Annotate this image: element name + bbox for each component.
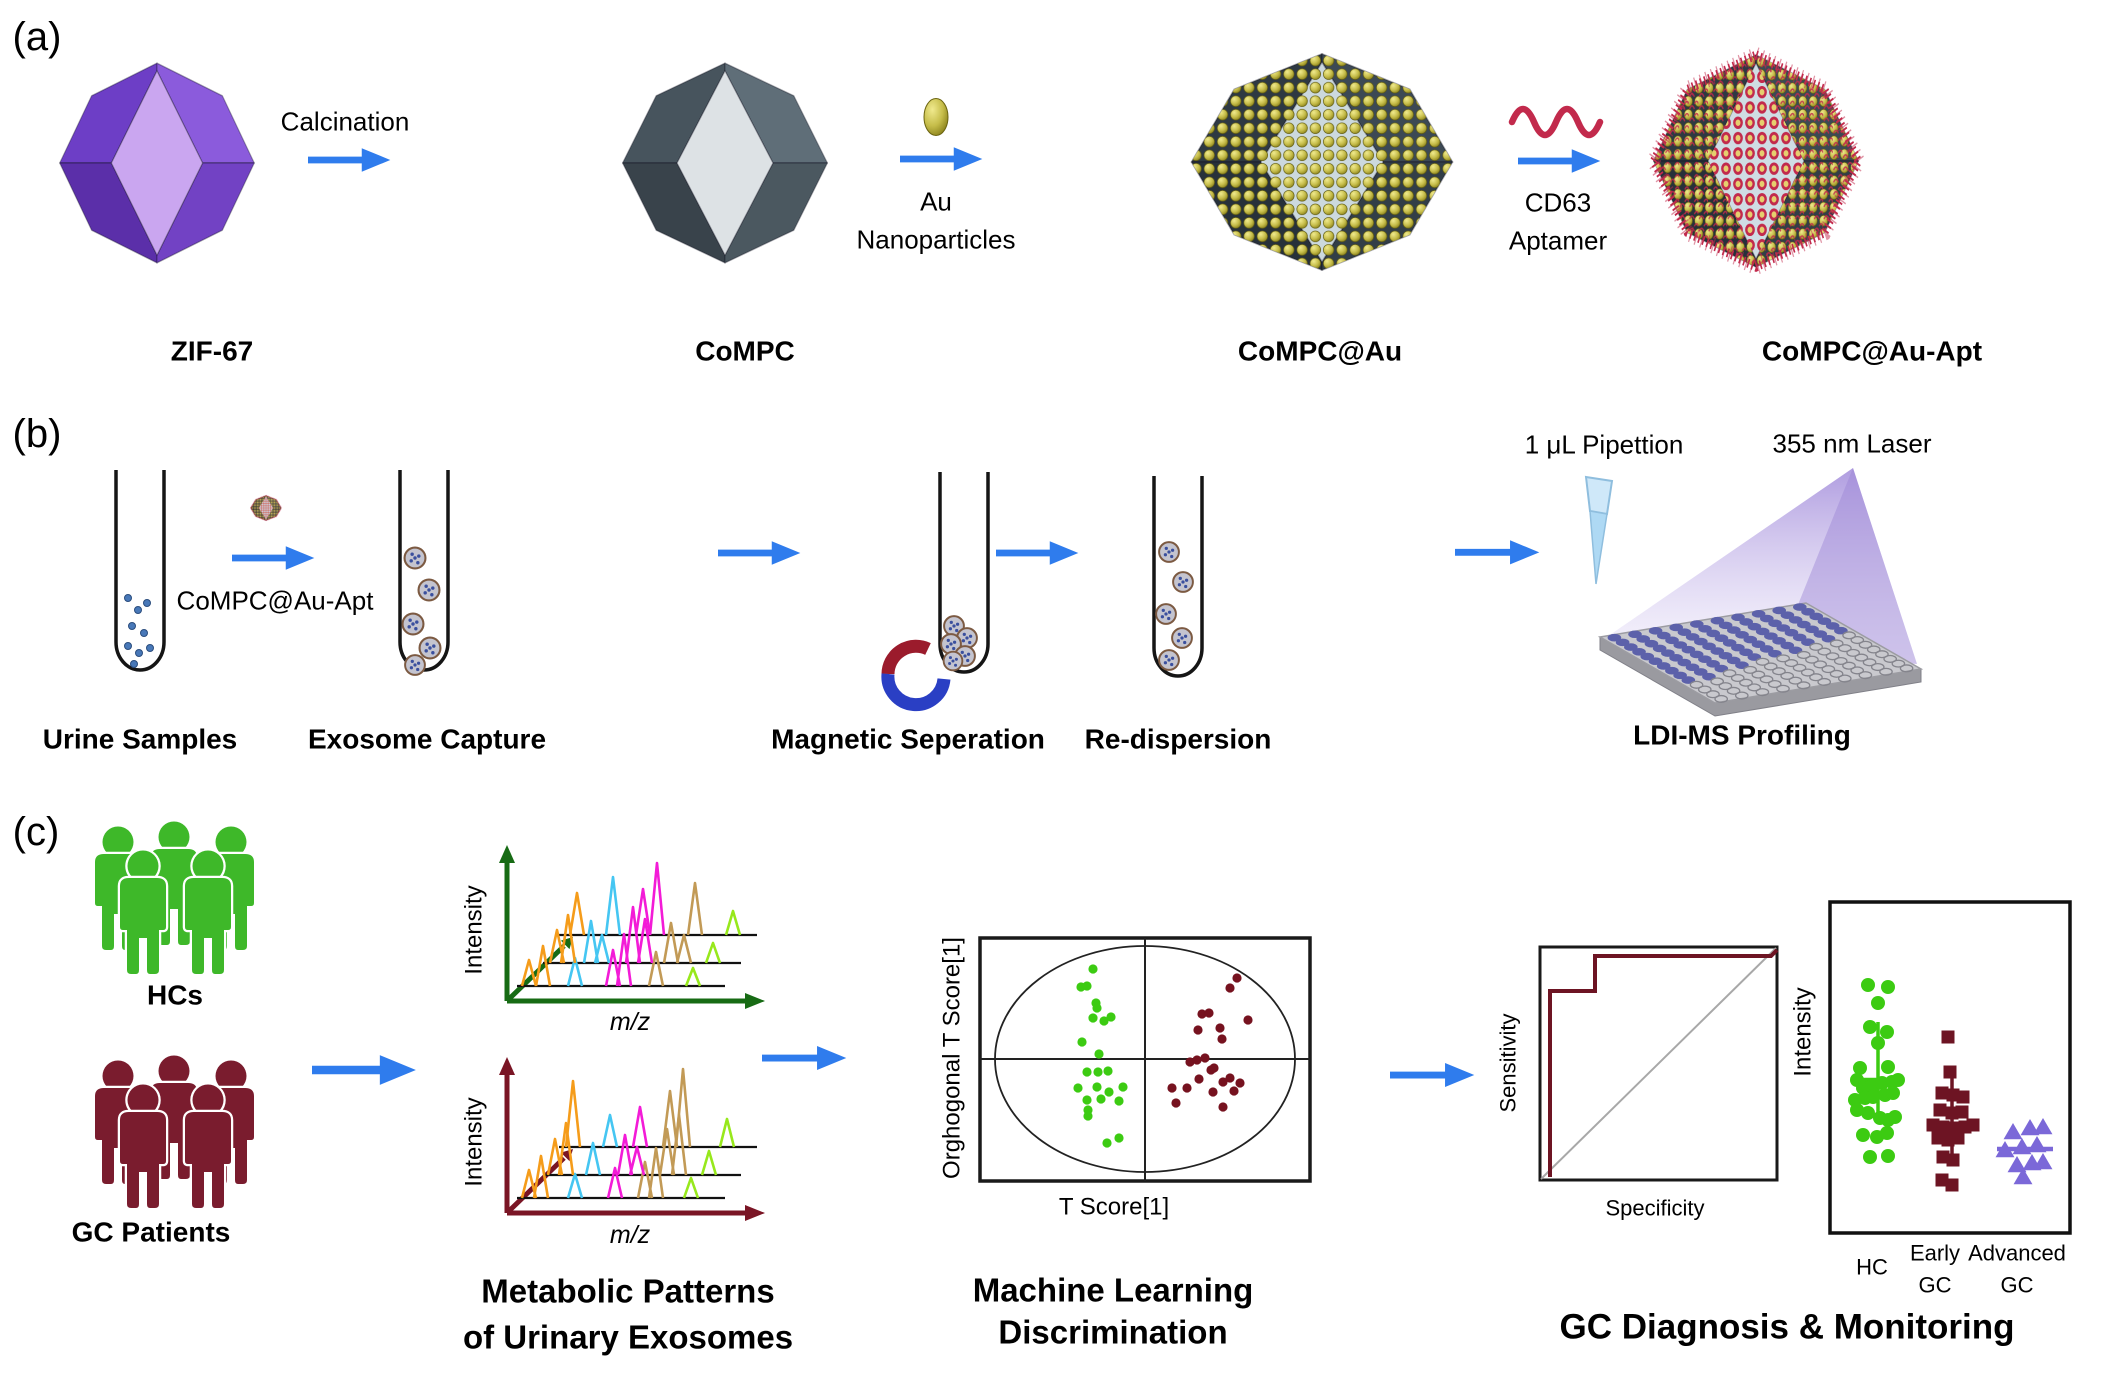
urine-sample-tube <box>114 468 166 672</box>
dotplot-cat-early-gc: GC <box>1918 1272 1952 1298</box>
compc-caption: CoMPC <box>695 335 795 367</box>
zif67-particle <box>59 62 255 264</box>
reagent-label: CoMPC@Au-Apt <box>176 585 374 616</box>
roc-plot <box>1538 945 1779 1182</box>
compc-au-caption: CoMPC@Au <box>1237 335 1403 367</box>
aptamer-label: Aptamer <box>1508 225 1608 256</box>
spectrum-gc-ylabel: Intensity <box>460 1097 488 1187</box>
aptamer-squiggle-icon <box>1508 105 1604 139</box>
metabolic-patterns-caption-2: of Urinary Exosomes <box>462 1318 794 1356</box>
panel-a-tag: (a) <box>12 15 62 59</box>
dot-plot-points <box>1848 978 2053 1192</box>
arrow-to-spectra <box>312 1055 416 1085</box>
nanoparticles-label: Nanoparticles <box>856 224 1016 255</box>
arrow-redispersion <box>996 541 1079 565</box>
spectrum-gc-xlabel: m/z <box>609 1220 651 1249</box>
cd63-label: CD63 <box>1524 187 1592 218</box>
compc-au-apt-mini-icon <box>251 496 282 521</box>
compc-au-particle <box>1190 53 1454 271</box>
opls-score-plot <box>978 936 1312 1183</box>
dotplot-cat-advanced: Advanced <box>1968 1240 2066 1266</box>
magnetic-separation-tube <box>938 470 990 674</box>
compc-particle <box>621 62 829 264</box>
roc-curve <box>1548 948 1779 1177</box>
exosome-capture-caption: Exosome Capture <box>307 723 547 755</box>
arrow-to-ml <box>762 1045 847 1071</box>
dotplot-cat-advanced-gc: GC <box>2000 1272 2034 1298</box>
metabolic-patterns-caption-1: Metabolic Patterns <box>481 1272 775 1310</box>
machine-learning-caption-2: Discrimination <box>998 1313 1228 1351</box>
arrow-to-diagnosis <box>1390 1062 1475 1088</box>
redispersion-caption: Re-dispersion <box>1084 723 1272 755</box>
gc-patients-caption: GC Patients <box>71 1216 231 1248</box>
gold-nanoparticle-icon <box>923 98 949 136</box>
opls-points <box>1073 964 1253 1148</box>
gc-diagnosis-caption: GC Diagnosis & Monitoring <box>1559 1307 2015 1347</box>
spectrum-hc-xlabel: m/z <box>609 1007 651 1036</box>
gc-people-group <box>95 1056 254 1209</box>
spectrum-gc <box>499 1057 765 1221</box>
hc-people-group <box>95 822 254 975</box>
machine-learning-caption-1: Machine Learning <box>972 1271 1254 1309</box>
dotplot-cat-early: Early <box>1909 1240 1961 1266</box>
arrow-separation <box>718 541 801 565</box>
panel-b-tag: (b) <box>12 412 62 456</box>
roc-xlabel: Specificity <box>1605 1195 1705 1221</box>
arrow-calcination <box>308 148 391 172</box>
maldi-target-plate <box>1597 602 1924 717</box>
arrow-cd63-aptamer <box>1518 149 1601 173</box>
intensity-dot-plot <box>1828 900 2072 1235</box>
redispersion-tube <box>1152 474 1204 678</box>
exosome-capture-tube <box>398 468 450 676</box>
panel-c-tag: (c) <box>12 810 60 854</box>
arrow-ldi-ms <box>1455 540 1540 565</box>
compc-au-apt-caption: CoMPC@Au-Apt <box>1761 335 1983 367</box>
hcs-caption: HCs <box>146 979 204 1011</box>
urine-samples-caption: Urine Samples <box>42 723 238 755</box>
plate-spots <box>1607 603 1914 703</box>
zif67-caption: ZIF-67 <box>170 335 254 367</box>
laser-label: 355 nm Laser <box>1772 428 1932 459</box>
au-label: Au <box>920 186 952 217</box>
spectrum-hc-ylabel: Intensity <box>460 885 488 975</box>
dotplot-cat-hc: HC <box>1856 1254 1888 1280</box>
roc-ylabel: Sensitivity <box>1495 1013 1521 1113</box>
magnet-icon <box>881 639 951 712</box>
calcination-label: Calcination <box>280 106 410 137</box>
arrow-capture <box>232 546 315 570</box>
pipette-tip-icon <box>1584 475 1614 585</box>
compc-au-apt-particle <box>1654 55 1859 267</box>
pipettion-label: 1 μL Pipettion <box>1524 429 1684 460</box>
dotplot-ylabel: Intensity <box>1789 987 1817 1077</box>
opls-xlabel: T Score[1] <box>1058 1193 1170 1221</box>
spectrum-hc <box>499 845 765 1009</box>
exosome-dots <box>124 594 154 668</box>
magnetic-separation-caption: Magnetic Seperation <box>771 723 1045 755</box>
ldi-ms-caption: LDI-MS Profiling <box>1633 719 1851 751</box>
arrow-au-nanoparticles <box>900 147 983 171</box>
opls-ylabel: Orghogonal T Score[1] <box>938 937 966 1179</box>
